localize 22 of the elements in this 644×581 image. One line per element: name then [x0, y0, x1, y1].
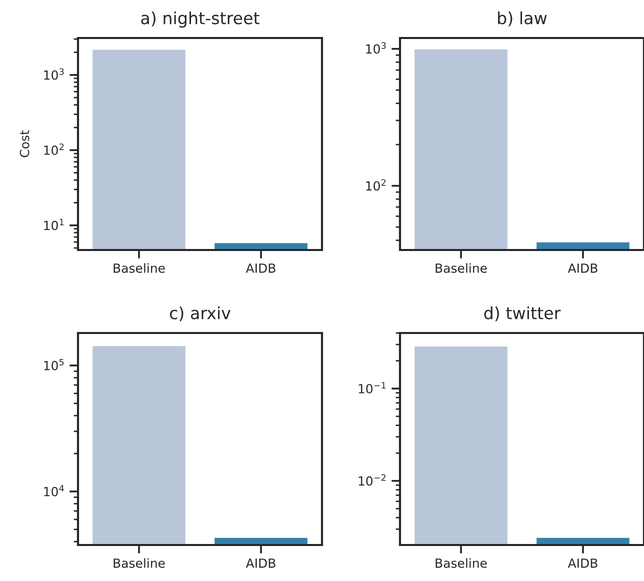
x-tick-label: AIDB	[568, 264, 598, 273]
x-tick-label: AIDB	[568, 558, 598, 568]
x-tick-label: Baseline	[436, 263, 487, 273]
chart-title: a) night-street	[141, 11, 260, 28]
x-tick-label: AIDB	[246, 558, 276, 568]
y-tick-label: 10$^{−2}$	[358, 474, 386, 486]
chart-title: c) arxiv	[170, 306, 230, 322]
y-tick-label: 10$^{1}$	[44, 218, 64, 230]
y-tick-label: 10$^{5}$	[44, 358, 64, 370]
y-tick-label: 10$^{2}$	[44, 144, 64, 155]
y-axis-title: Cost	[20, 130, 30, 158]
y-tick-label: 10$^{4}$	[44, 484, 64, 496]
y-tick-label: 10$^{2}$	[366, 179, 386, 191]
x-tick-label: Baseline	[114, 558, 165, 568]
x-tick-label: Baseline	[436, 558, 487, 568]
x-tick-label: AIDB	[246, 264, 276, 273]
y-tick-label: 10$^{3}$	[44, 68, 64, 80]
y-tick-label: 10$^{−1}$	[358, 382, 386, 394]
y-tick-label: 10$^{3}$	[366, 42, 386, 54]
chart-title: b) law	[498, 11, 547, 26]
x-tick-label: Baseline	[114, 263, 165, 273]
chart-title: d) twitter	[484, 306, 561, 322]
